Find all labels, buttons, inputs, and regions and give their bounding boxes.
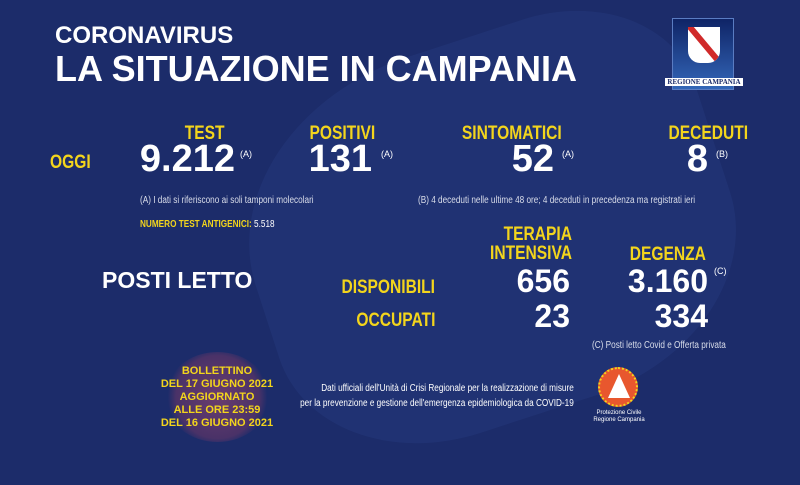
label-disponibili: DISPONIBILI [341,277,435,298]
col-terapia-intensiva: TERAPIA INTENSIVA [490,224,572,264]
note-c: (C) Posti letto Covid e Offerta privata [592,340,726,351]
source-line: per la prevenzione e gestione dell'emerg… [300,398,574,409]
bulletin-line: AGGIORNATO [179,391,255,403]
logo-text: REGIONE CAMPANIA [665,78,743,86]
note-b: (B) 4 deceduti nelle ultime 48 ore; 4 de… [418,195,696,206]
page-title: LA SITUAZIONE IN CAMPANIA [55,48,577,89]
bulletin-line: BOLLETTINO [181,365,253,377]
label-test: TEST [185,123,225,144]
value-deceduti: 8 [686,138,708,180]
label-occupati: OCCUPATI [355,310,435,331]
bulletin-line: DEL 17 GIUGNO 2021 [160,378,274,390]
antigen-tests: NUMERO TEST ANTIGENICI: 5.518 [140,219,275,230]
regione-campania-logo: REGIONE CAMPANIA [665,18,743,90]
footnote-mark: (A) [381,149,393,159]
ti-occupied: 23 [534,298,570,334]
value-test: 9.212 [140,138,235,181]
protezione-civile-logo [598,367,638,407]
beds-title: POSTI LETTO [102,267,253,293]
coat-of-arms-icon [688,27,720,63]
footnote-mark: (B) [716,149,728,159]
value-sintomatici: 52 [511,138,554,180]
value-number: 9.212 [139,138,235,180]
bulletin-info: BOLLETTINO DEL 17 GIUGNO 2021 AGGIORNATO… [158,365,276,430]
ti-available: 656 [516,263,570,299]
antigen-value: 5.518 [254,219,275,230]
deg-available: 3.160 [627,263,708,299]
row-label-oggi: OGGI [50,152,91,173]
source-line: Dati ufficiali dell'Unità di Crisi Regio… [321,383,574,394]
antigen-label: NUMERO TEST ANTIGENICI: [140,219,252,230]
pc-line: Protezione Civile [596,410,642,416]
virus-icon [165,352,270,442]
note-a: (A) I dati si riferiscono ai soli tampon… [140,195,314,206]
col-degenza: DEGENZA [629,244,706,265]
label-sintomatici: SINTOMATICI [462,123,562,144]
value-positivi: 131 [308,138,372,180]
kicker: CORONAVIRUS [55,22,234,49]
source-note: Dati ufficiali dell'Unità di Crisi Regio… [300,381,574,411]
deg-occupied: 334 [654,298,708,334]
label-deceduti: DECEDUTI [668,123,748,144]
protezione-civile-text: Protezione Civile Regione Campania [592,410,646,424]
footnote-mark: (A) [240,149,252,159]
label-positivi: POSITIVI [309,123,375,144]
pc-line: Regione Campania [593,417,645,423]
footnote-mark: (C) [714,266,727,276]
bulletin-line: DEL 16 GIUGNO 2021 [160,417,274,429]
footnote-mark: (A) [562,149,574,159]
bulletin-line: ALLE ORE 23:59 [173,404,261,416]
